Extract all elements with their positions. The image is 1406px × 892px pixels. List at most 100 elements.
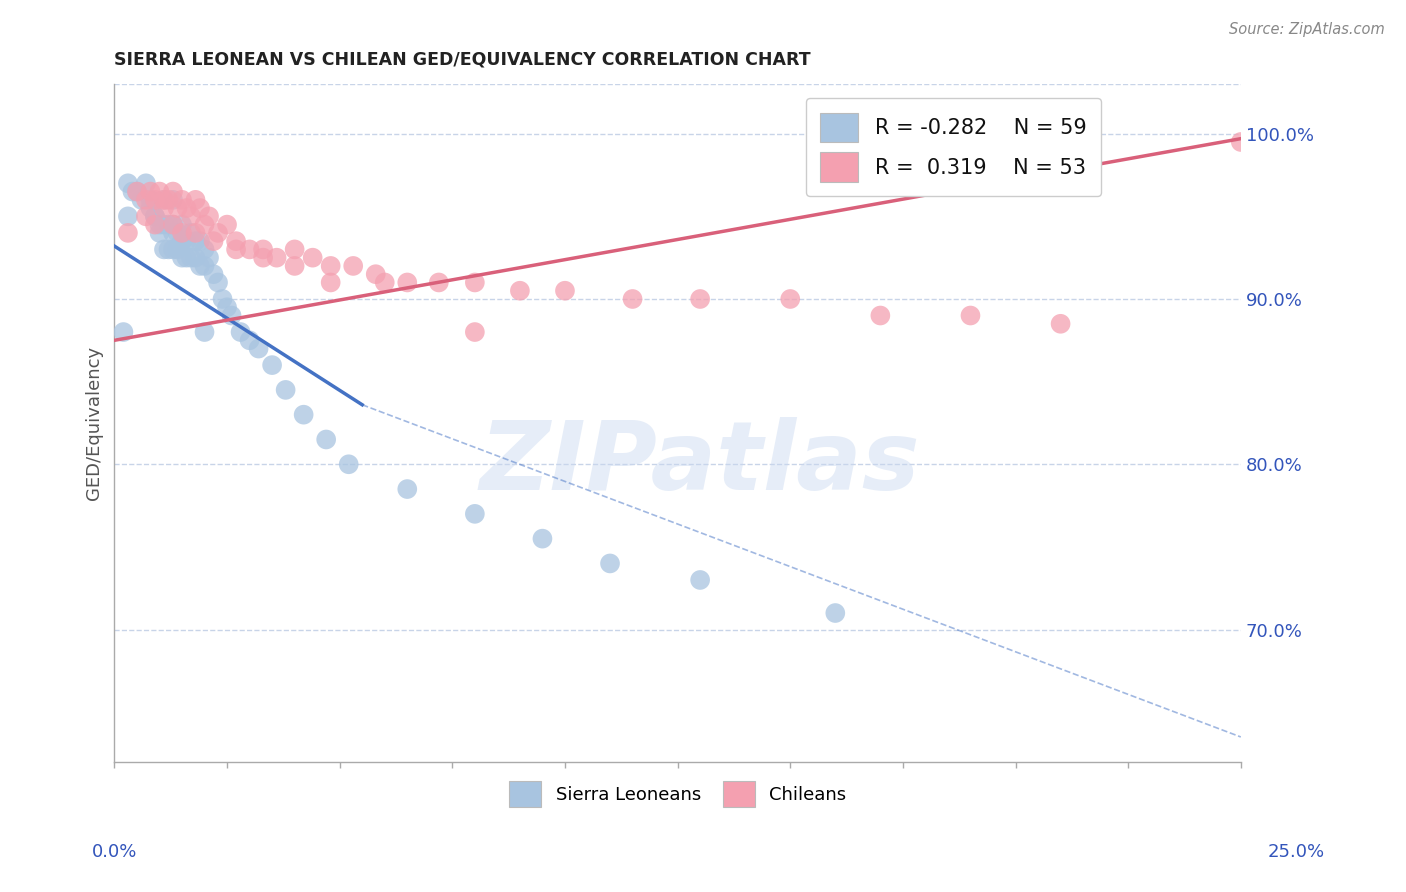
Point [396, 482, 419, 496]
Point [531, 532, 554, 546]
Point [202, 267, 225, 281]
Point [207, 276, 229, 290]
Text: 0.0%: 0.0% [91, 843, 136, 861]
Point [239, 243, 262, 257]
Point [170, 193, 193, 207]
Point [184, 234, 207, 248]
Point [135, 176, 157, 190]
Point [193, 218, 215, 232]
Point [170, 226, 193, 240]
Point [153, 193, 176, 207]
Point [117, 176, 139, 190]
Point [180, 226, 202, 240]
Point [170, 251, 193, 265]
Point [166, 243, 188, 257]
Point [143, 210, 166, 224]
Point [198, 210, 221, 224]
Point [274, 383, 297, 397]
Point [176, 234, 198, 248]
Point [247, 342, 270, 356]
Point [176, 251, 198, 265]
Point [170, 218, 193, 232]
Point [301, 251, 323, 265]
Point [188, 234, 211, 248]
Point [131, 193, 153, 207]
Legend: Sierra Leoneans, Chileans: Sierra Leoneans, Chileans [502, 773, 853, 814]
Point [153, 243, 176, 257]
Point [252, 251, 274, 265]
Point [162, 185, 184, 199]
Point [202, 234, 225, 248]
Point [1230, 135, 1253, 149]
Point [215, 300, 238, 314]
Point [211, 292, 233, 306]
Point [157, 193, 180, 207]
Point [121, 185, 143, 199]
Point [284, 243, 307, 257]
Text: Source: ZipAtlas.com: Source: ZipAtlas.com [1229, 22, 1385, 37]
Point [184, 251, 207, 265]
Point [554, 284, 576, 298]
Point [215, 218, 238, 232]
Point [143, 210, 166, 224]
Point [157, 218, 180, 232]
Point [225, 243, 247, 257]
Point [229, 325, 252, 339]
Point [170, 234, 193, 248]
Point [621, 292, 644, 306]
Point [427, 276, 450, 290]
Point [143, 218, 166, 232]
Point [1049, 317, 1071, 331]
Point [188, 201, 211, 215]
Y-axis label: GED/Equivalency: GED/Equivalency [86, 346, 103, 500]
Point [464, 507, 486, 521]
Point [779, 292, 801, 306]
Point [184, 193, 207, 207]
Point [153, 193, 176, 207]
Point [188, 259, 211, 273]
Point [207, 226, 229, 240]
Text: 25.0%: 25.0% [1267, 843, 1324, 861]
Point [170, 234, 193, 248]
Point [162, 218, 184, 232]
Point [319, 259, 342, 273]
Point [266, 251, 288, 265]
Point [193, 325, 215, 339]
Point [153, 218, 176, 232]
Point [148, 226, 170, 240]
Point [292, 408, 315, 422]
Point [157, 243, 180, 257]
Point [689, 292, 711, 306]
Point [396, 276, 419, 290]
Point [364, 267, 387, 281]
Point [824, 606, 846, 620]
Point [342, 259, 364, 273]
Point [221, 309, 243, 323]
Point [184, 226, 207, 240]
Point [337, 457, 360, 471]
Point [225, 234, 247, 248]
Point [599, 557, 621, 571]
Point [193, 259, 215, 273]
Point [112, 325, 135, 339]
Point [869, 309, 891, 323]
Point [162, 226, 184, 240]
Point [319, 276, 342, 290]
Point [162, 193, 184, 207]
Point [959, 309, 981, 323]
Point [252, 243, 274, 257]
Point [117, 226, 139, 240]
Point [180, 251, 202, 265]
Point [125, 185, 148, 199]
Point [135, 193, 157, 207]
Point [464, 276, 486, 290]
Point [374, 276, 396, 290]
Point [135, 210, 157, 224]
Point [464, 325, 486, 339]
Point [117, 210, 139, 224]
Point [166, 226, 188, 240]
Point [148, 185, 170, 199]
Point [689, 573, 711, 587]
Point [176, 201, 198, 215]
Point [162, 243, 184, 257]
